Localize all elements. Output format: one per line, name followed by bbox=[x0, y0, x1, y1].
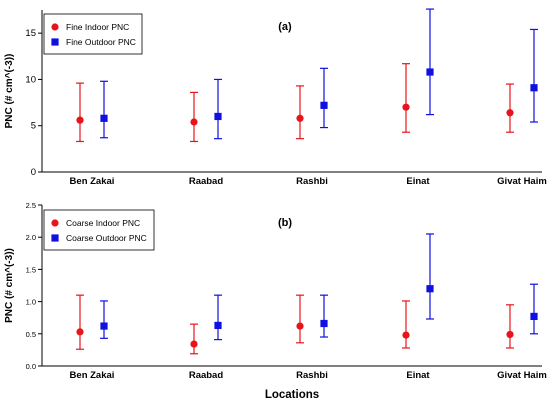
panel-b-y-tick-label: 1.0 bbox=[26, 298, 36, 307]
panel-b-x-tick-label-givat-haim: Givat Haim bbox=[497, 370, 547, 381]
panel-a-legend-marker-fine-outdoor bbox=[51, 38, 59, 46]
panel-a-x-tick-label-givat-haim: Givat Haim bbox=[497, 176, 547, 187]
panel-b-x-axis-label: Locations bbox=[265, 389, 319, 401]
panel-a-point-fine-indoor-pnc-einat bbox=[402, 103, 410, 111]
panel-b-point-coarse-outdoor-pnc-ben-zakai bbox=[100, 322, 108, 330]
panel-b-y-tick-label: 0.5 bbox=[26, 330, 36, 339]
panel-b-legend-coarse-indoor: Coarse Indoor PNC bbox=[66, 218, 140, 228]
panel-a-legend-box bbox=[43, 13, 143, 55]
panel-a-point-fine-outdoor-pnc-einat bbox=[426, 68, 434, 76]
panel-b-legend-marker-coarse-outdoor bbox=[51, 234, 59, 242]
panel-b-point-coarse-outdoor-pnc-givat-haim bbox=[530, 312, 538, 321]
panel-a-x-tick-label-raabad: Raabad bbox=[189, 176, 224, 187]
panel-b-point-coarse-indoor-pnc-raabad bbox=[190, 340, 198, 348]
panel-b-x-tick-label-einat: Einat bbox=[406, 370, 430, 381]
panel-a-x-tick-label-rashbi: Rashbi bbox=[296, 176, 328, 187]
panel-a-y-axis-label: PNC (# cm^(-3)) bbox=[4, 54, 15, 129]
panel-a-y-tick-label: 0 bbox=[31, 167, 36, 178]
panel-a-x-tick-label-ben-zakai: Ben Zakai bbox=[70, 176, 115, 187]
panel-a-legend-marker-fine-indoor bbox=[51, 23, 59, 31]
panel-a-label: (a) bbox=[278, 21, 292, 33]
panel-a-point-fine-indoor-pnc-givat-haim bbox=[506, 109, 514, 117]
panel-a-legend: Fine Indoor PNC Fine Outdoor PNC bbox=[43, 13, 143, 55]
panel-b-y-tick-label: 2.5 bbox=[26, 201, 36, 210]
panel-b-y-tick-label: 2.0 bbox=[26, 233, 36, 242]
panel-a-point-fine-indoor-pnc-raabad bbox=[190, 118, 198, 126]
panel-b-y-axis-label: PNC (# cm^(-3)) bbox=[4, 248, 15, 323]
panel-b-legend-coarse-outdoor: Coarse Outdoor PNC bbox=[66, 233, 147, 243]
panel-a-y-tick-label: 15 bbox=[25, 28, 36, 39]
panel-a: 0 5 10 15 Ben Zakai Raabad Rashbi Einat Givat Ha… bbox=[4, 8, 547, 187]
panel-b-y-tick-label: 1.5 bbox=[26, 265, 36, 274]
panel-b-point-coarse-indoor-pnc-rashbi bbox=[296, 322, 304, 330]
panel-b-label: (b) bbox=[278, 217, 292, 229]
panel-a-legend-fine-outdoor: Fine Outdoor PNC bbox=[66, 37, 136, 47]
panel-a-ticks: 0 5 10 15 Ben Zakai Raabad Rashbi Einat Givat Ha… bbox=[25, 28, 546, 187]
panel-b-point-coarse-indoor-pnc-ben-zakai bbox=[76, 328, 84, 336]
panel-a-point-fine-indoor-pnc-rashbi bbox=[296, 114, 304, 122]
panel-b-legend-box bbox=[43, 209, 155, 251]
panel-b-ticks: 0.0 0.5 1.0 1.5 2.0 2.5 Ben Zakai Raabad Rashbi E… bbox=[26, 201, 547, 381]
panel-b-legend-marker-coarse-indoor bbox=[51, 219, 59, 227]
panel-a-point-fine-outdoor-pnc-rashbi bbox=[320, 101, 328, 109]
panel-b-y-tick-label: 0.0 bbox=[26, 362, 36, 371]
panel-a-point-fine-outdoor-pnc-givat-haim bbox=[530, 84, 538, 92]
panel-b: 0.0 0.5 1.0 1.5 2.0 2.5 Ben Zakai Raabad Rashbi E… bbox=[4, 201, 547, 401]
panel-b-marks bbox=[76, 233, 538, 355]
panel-b-point-coarse-outdoor-pnc-raabad bbox=[214, 321, 222, 330]
panel-b-x-tick-label-raabad: Raabad bbox=[189, 370, 224, 381]
panel-a-x-tick-label-einat: Einat bbox=[406, 176, 430, 187]
panel-b-legend: Coarse Indoor PNC Coarse Outdoor PNC bbox=[43, 209, 155, 251]
panel-a-marks bbox=[76, 8, 538, 143]
panel-b-point-coarse-indoor-pnc-einat bbox=[402, 331, 410, 339]
panel-a-point-fine-indoor-pnc-ben-zakai bbox=[76, 116, 84, 124]
panel-a-point-fine-outdoor-pnc-raabad bbox=[214, 112, 222, 121]
panel-a-y-tick-label: 5 bbox=[31, 121, 36, 132]
panel-b-point-coarse-outdoor-pnc-rashbi bbox=[320, 319, 328, 328]
panel-a-point-fine-outdoor-pnc-ben-zakai bbox=[100, 114, 108, 122]
panel-b-point-coarse-indoor-pnc-givat-haim bbox=[506, 330, 514, 339]
panel-b-point-coarse-outdoor-pnc-einat bbox=[426, 285, 434, 293]
panel-b-x-tick-label-rashbi: Rashbi bbox=[296, 370, 328, 381]
panel-b-x-tick-label-ben-zakai: Ben Zakai bbox=[70, 370, 115, 381]
panel-a-y-tick-label: 10 bbox=[25, 74, 36, 85]
panel-a-legend-fine-indoor: Fine Indoor PNC bbox=[66, 22, 129, 32]
